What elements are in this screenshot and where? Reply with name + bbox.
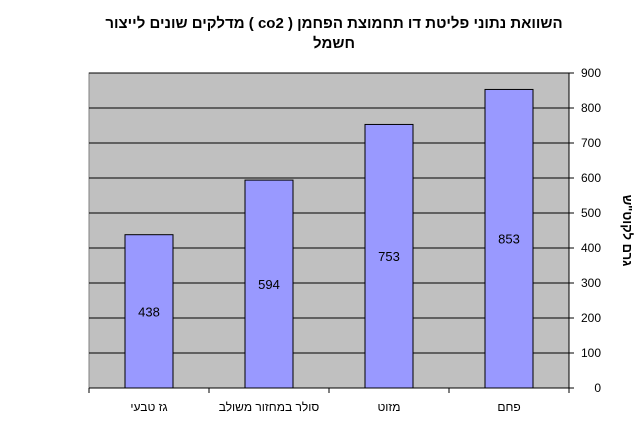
category-label: גז טבעי [130, 400, 167, 414]
x-axis-ticks [88, 388, 570, 393]
category-label: פחם [497, 400, 520, 414]
y-tick-label: 400 [581, 241, 601, 255]
data-label: 753 [378, 249, 400, 264]
data-label: 594 [258, 277, 280, 292]
chart-title: השוואת נתוני פליטת דו תחמוצת הפחמן ( co2… [105, 15, 562, 52]
y-tick-label: 900 [581, 66, 601, 80]
y-tick-label: 0 [594, 381, 601, 395]
y-tick-label: 100 [581, 346, 601, 360]
data-label: 853 [498, 232, 520, 247]
data-label: 438 [138, 304, 160, 319]
y-tick-label: 500 [581, 206, 601, 220]
category-labels: גז טבעי סולר במחזור משולב מזוט פחם [130, 400, 520, 414]
y-axis-ticks: 0 100 200 300 400 500 600 700 800 900 [569, 66, 601, 395]
y-tick-label: 200 [581, 311, 601, 325]
category-label: מזוט [377, 400, 400, 414]
chart-title-line-1: השוואת נתוני פליטת דו תחמוצת הפחמן ( co2… [105, 15, 562, 32]
chart-title-line-2: חשמל [313, 35, 355, 52]
bars [124, 88, 534, 389]
y-axis-title: גרם לקוט"ש [620, 195, 635, 267]
y-tick-label: 800 [581, 101, 601, 115]
y-tick-label: 600 [581, 171, 601, 185]
y-tick-label: 700 [581, 136, 601, 150]
y-tick-label: 300 [581, 276, 601, 290]
data-labels: 438 594 753 853 [138, 232, 520, 320]
category-label: סולר במחזור משולב [219, 400, 320, 414]
